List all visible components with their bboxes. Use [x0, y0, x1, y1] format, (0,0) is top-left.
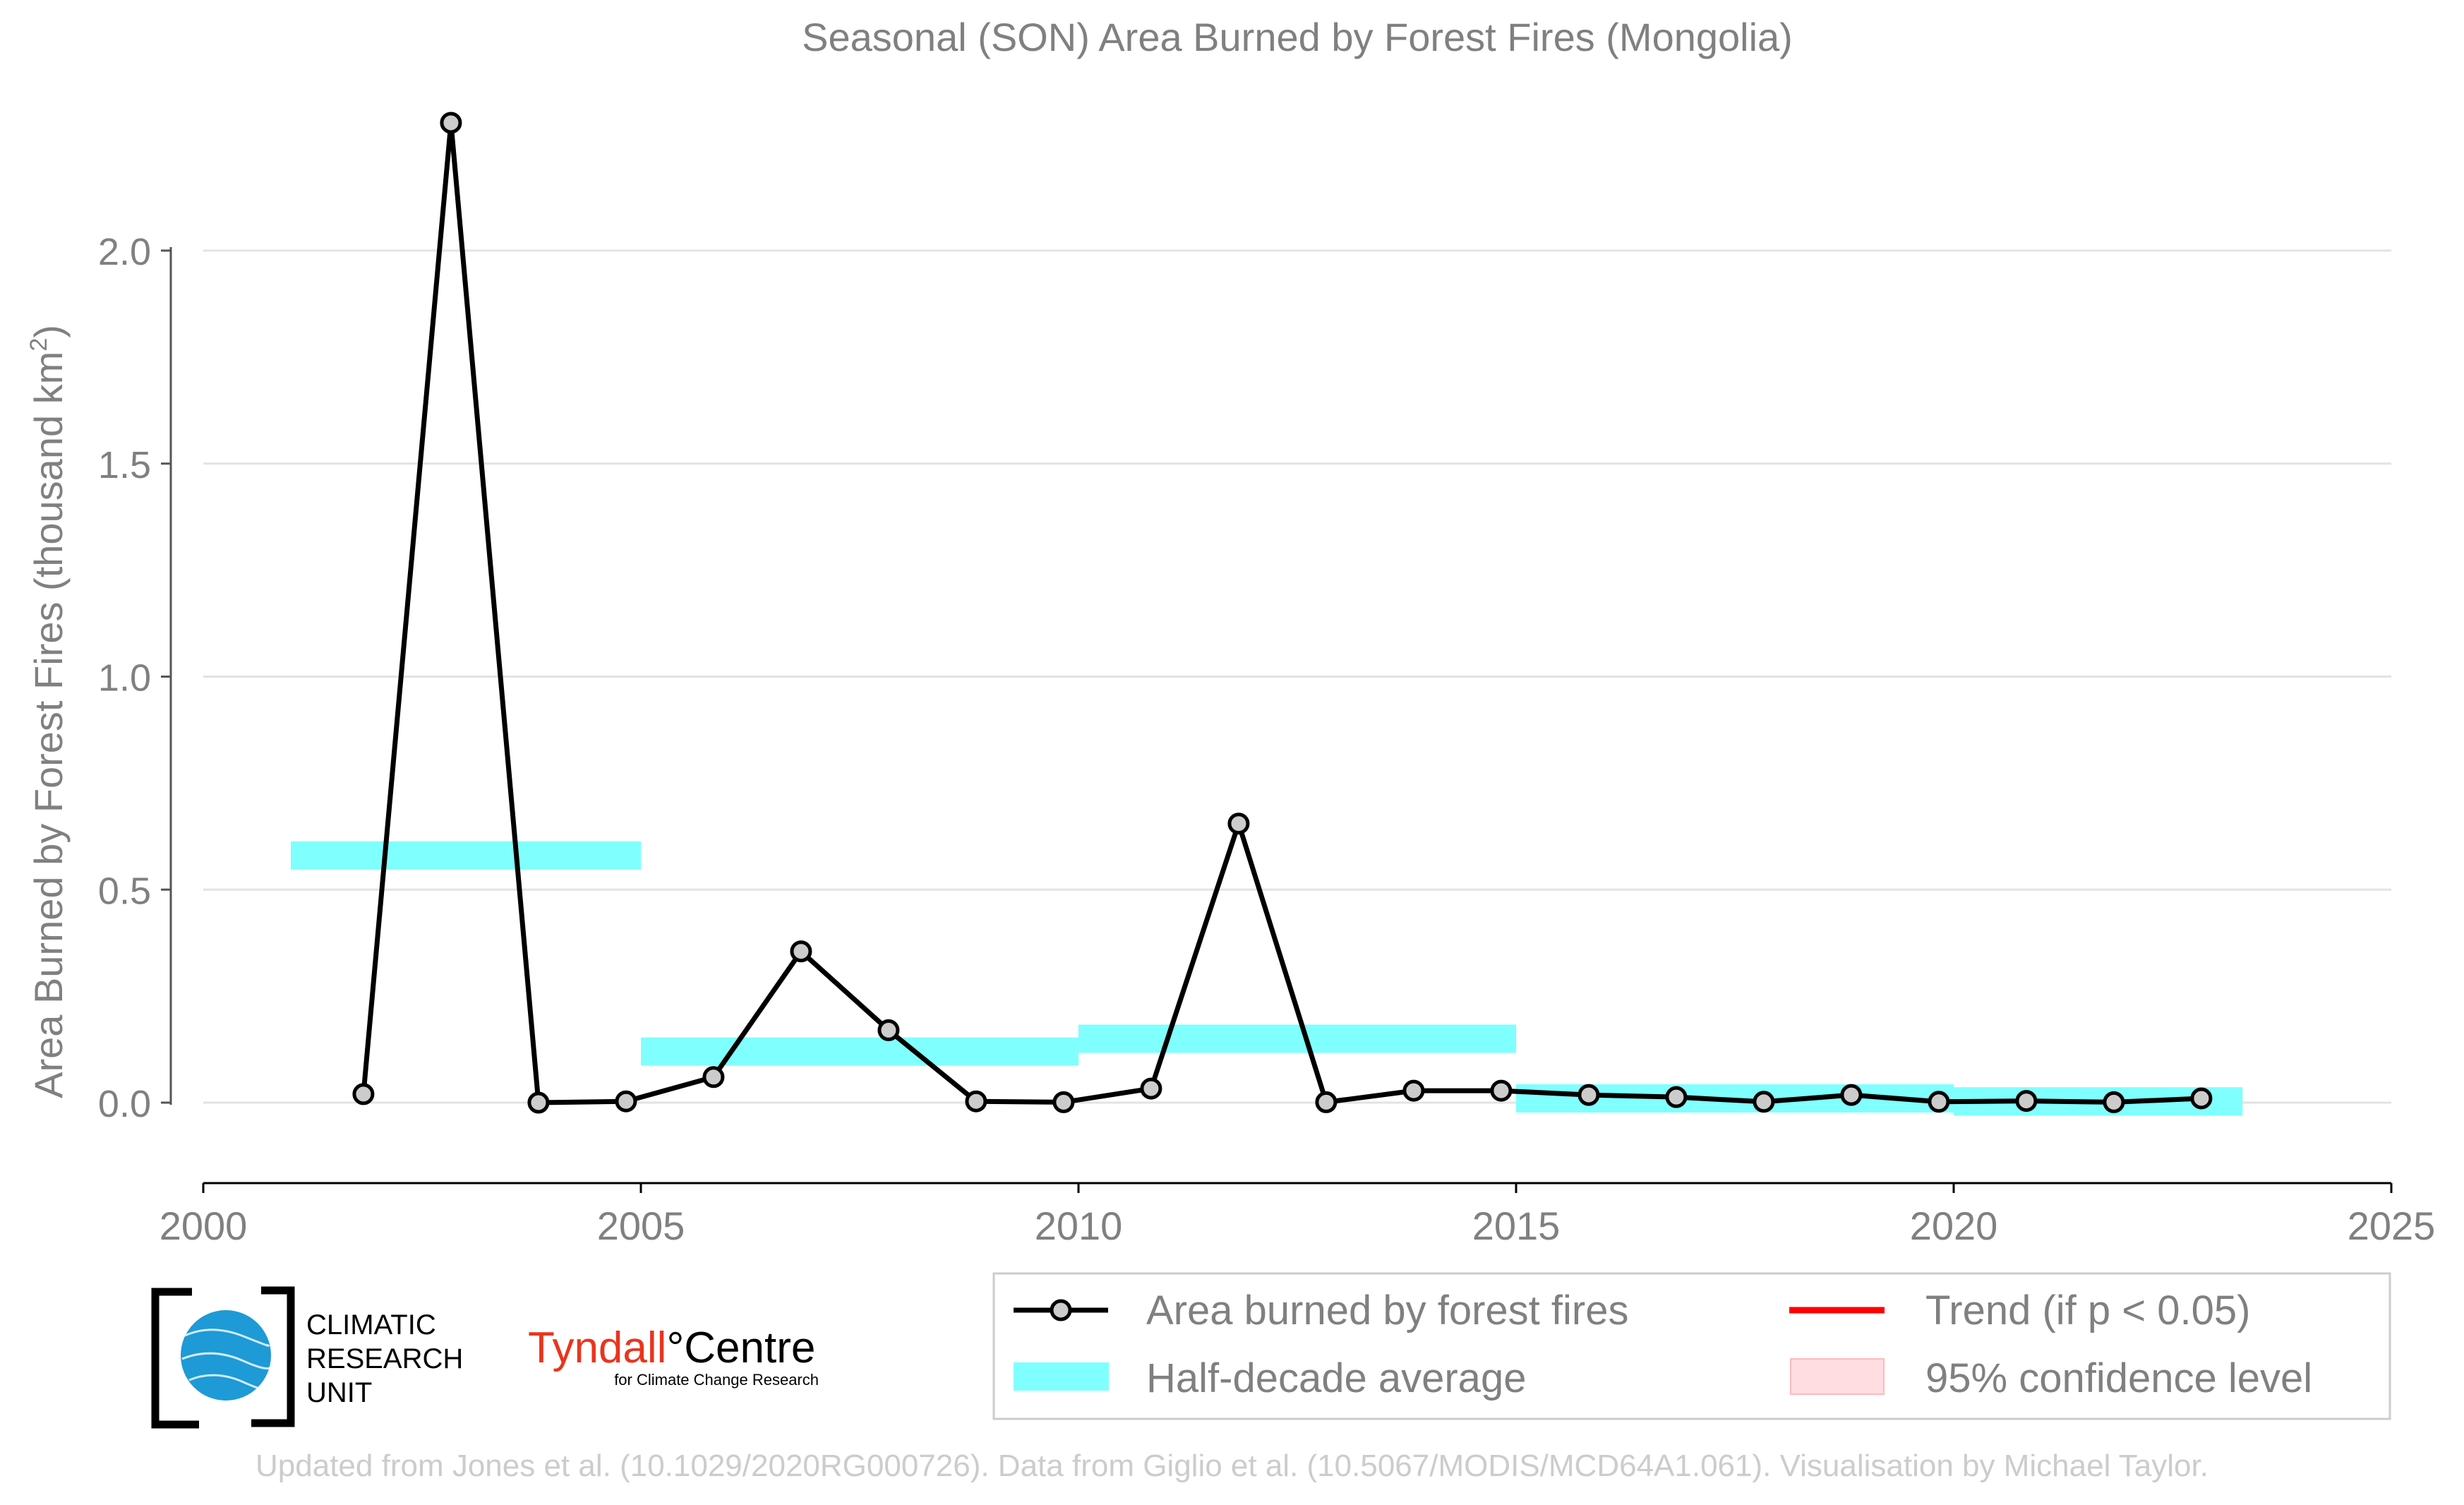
y-tick-label-1: 0.5	[98, 870, 151, 912]
cru-logo-bracket-left	[151, 1288, 199, 1429]
x-tick-label-4: 2020	[1910, 1204, 1998, 1248]
data-point-15	[1665, 1086, 1688, 1108]
x-tick-label-2: 2010	[1035, 1204, 1123, 1248]
legend-box	[992, 1272, 2391, 1420]
data-point-21	[2190, 1087, 2213, 1110]
data-point-10	[1227, 813, 1250, 835]
tyndall-title-b: °Centre	[666, 1324, 815, 1372]
data-point-1	[440, 112, 462, 134]
series-area-burned	[352, 112, 2213, 1114]
data-point-19	[2015, 1090, 2038, 1113]
cru-logo-bracket-right	[251, 1286, 295, 1427]
data-point-6	[877, 1019, 900, 1041]
tyndall-logo: Tyndall°Centre for Climate Change Resear…	[528, 1324, 819, 1389]
legend-marker-symbol	[1050, 1299, 1072, 1321]
series-line-0	[361, 120, 2202, 1105]
half-decade-band-1	[641, 1037, 1078, 1066]
data-point-12	[1402, 1079, 1425, 1102]
legend-label-trend: Trend (if p < 0.05)	[1925, 1288, 2250, 1333]
y-tick-label-3: 1.5	[98, 444, 151, 486]
cru-globe-contours	[181, 1329, 273, 1391]
data-point-4	[702, 1066, 725, 1089]
x-tick-label-1: 2005	[597, 1204, 685, 1248]
tyndall-title-a: Tyndall	[528, 1324, 666, 1372]
data-point-3	[615, 1090, 637, 1113]
data-point-0	[352, 1083, 375, 1105]
data-point-8	[1052, 1091, 1075, 1113]
data-point-16	[1753, 1091, 1775, 1113]
data-point-18	[1928, 1091, 1950, 1113]
half-decade-band-0	[291, 841, 641, 870]
data-point-11	[1315, 1091, 1338, 1113]
cru-text-line2: RESEARCH	[306, 1343, 463, 1374]
legend: Area burned by forest fires Trend (if p …	[992, 1272, 2391, 1420]
y-axis: 0.0 0.5 1.0 1.5 2.0	[98, 231, 172, 1125]
chart-title: Seasonal (SON) Area Burned by Forest Fir…	[802, 15, 1793, 59]
y-axis-label-main: Area Burned by Forest Fires (thousand km	[26, 352, 71, 1098]
gridlines	[203, 249, 2391, 1104]
cru-logo: CLIMATIC RESEARCH UNIT	[151, 1286, 463, 1429]
footer-credit: Updated from Jones et al. (10.1029/2020R…	[256, 1449, 2208, 1483]
tyndall-title: Tyndall°Centre	[528, 1324, 815, 1372]
legend-label-confidence: 95% confidence level	[1925, 1355, 2312, 1401]
legend-label-half-decade: Half-decade average	[1146, 1355, 1526, 1401]
data-point-9	[1140, 1077, 1162, 1100]
y-tick-label-0: 0.0	[98, 1083, 151, 1125]
x-tick-label-3: 2015	[1472, 1204, 1561, 1248]
data-point-2	[527, 1091, 550, 1114]
y-tick-label-2: 1.0	[98, 657, 151, 700]
tyndall-subtitle: for Climate Change Research	[614, 1371, 819, 1389]
x-axis: 2000 2005 2010 2015 2020 2025	[160, 1182, 2436, 1248]
half-decade-band-2	[1078, 1024, 1516, 1053]
x-tick-label-5: 2025	[2348, 1204, 2436, 1248]
data-point-5	[790, 940, 812, 963]
data-point-17	[1840, 1084, 1863, 1106]
data-point-20	[2103, 1091, 2125, 1113]
legend-band-symbol	[1014, 1362, 1109, 1391]
y-axis-label-close: )	[26, 325, 71, 338]
data-point-14	[1577, 1084, 1600, 1106]
legend-label-area: Area burned by forest fires	[1146, 1288, 1628, 1333]
data-point-13	[1490, 1079, 1513, 1102]
x-tick-label-0: 2000	[160, 1204, 248, 1248]
data-point-7	[965, 1090, 987, 1113]
y-tick-label-4: 2.0	[98, 231, 151, 273]
y-axis-label-superscript: 2	[25, 338, 52, 352]
half-decade-average-bands	[291, 841, 2243, 1116]
legend-confidence-symbol	[1790, 1358, 1885, 1395]
y-axis-label: Area Burned by Forest Fires (thousand km…	[25, 325, 71, 1098]
cru-text-line1: CLIMATIC	[306, 1309, 436, 1341]
cru-text-line3: UNIT	[306, 1377, 372, 1408]
